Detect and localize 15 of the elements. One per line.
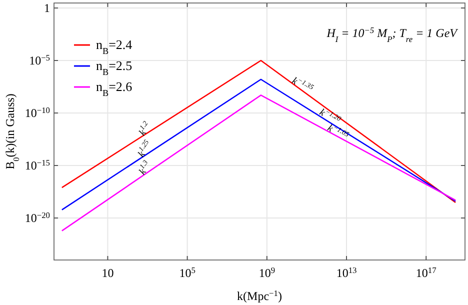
legend-label: n$_{B}$=2.5	[96, 58, 132, 77]
x-tick-label: 10	[102, 266, 114, 280]
legend-label: n$_{B}$=2.6	[96, 79, 133, 98]
text: H$_{I}$ = 10$^{−5}$ M$_{P}$; T$_{re}$ = 1 GeV	[326, 26, 457, 44]
y-tick-label: 10$^{−20}$	[24, 210, 50, 225]
x-tick-label: 10$^{5}$	[179, 266, 196, 280]
x-tick-label: 10$^{13}$	[336, 266, 357, 280]
legend-label: n$_{B}$=2.4	[96, 37, 133, 56]
y-tick-label: 10$^{−5}$	[29, 53, 50, 68]
y-tick-label: 10$^{−10}$	[24, 106, 50, 120]
x-axis-title: k(Mpc$^{−1}$)	[237, 288, 282, 303]
y-tick-label: 10$^{−15}$	[24, 158, 50, 173]
x-tick-label: 10$^{17}$	[416, 266, 436, 280]
y-tick-label: 1	[44, 1, 50, 16]
x-tick-label: 10$^{9}$	[258, 266, 276, 280]
